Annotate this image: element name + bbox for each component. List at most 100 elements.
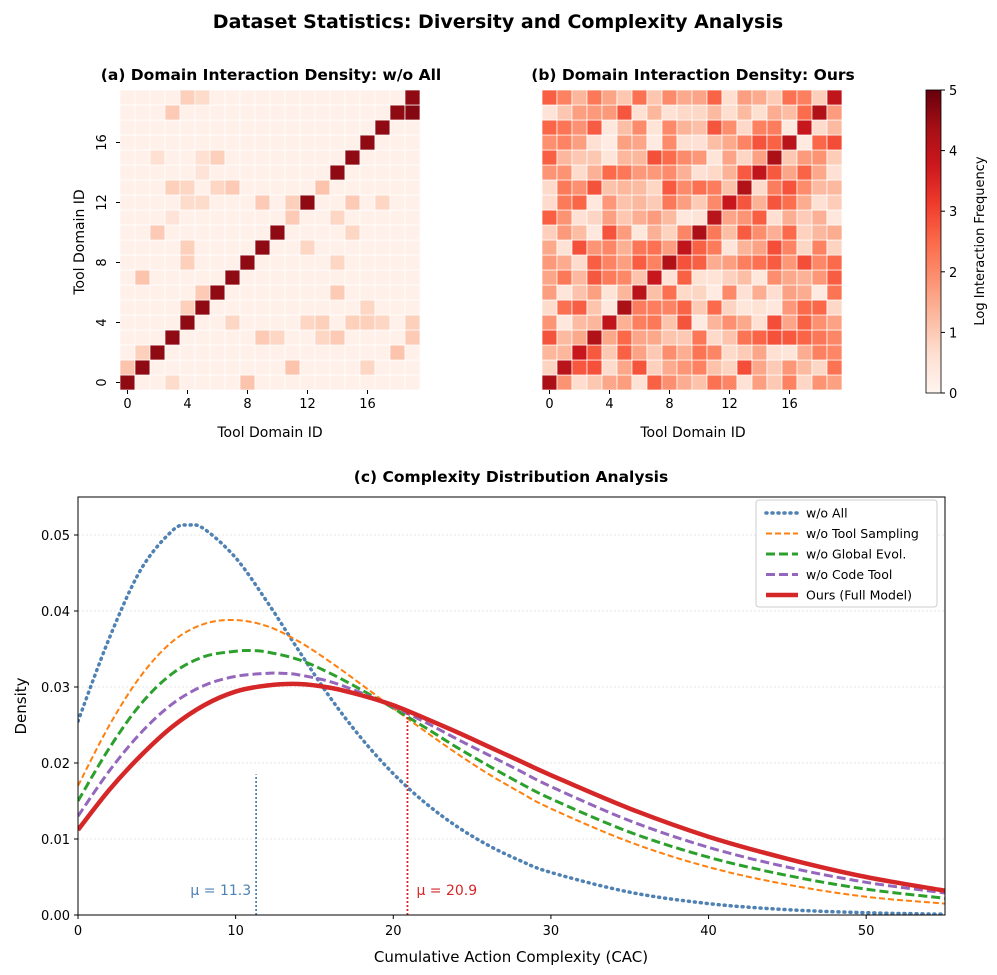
heatmap-a-cell [134,329,151,346]
heatmap-b-cell [826,149,843,166]
heatmap-a-cell [374,104,391,121]
heatmap-a-cell [119,329,136,346]
heatmap-b-cell [736,314,753,331]
heatmap-a-cell [164,254,181,271]
heatmap-b-cell [541,299,558,316]
heatmap-a-cell [254,149,271,166]
heatmap-b-cell [601,119,618,136]
heatmap-b-cell [646,374,663,391]
heatmap-a-cell [344,269,361,286]
heatmap-a-cell [389,224,406,241]
heatmap-b-cell [556,164,573,181]
heatmap-a-cell [164,104,181,121]
heatmap-b-cell [646,254,663,271]
heatmap-a-cell [119,89,136,106]
heatmap-a-cell [179,119,196,136]
heatmap-a-cell [299,329,316,346]
heatmap-a-cell [359,134,376,151]
heatmap-b-axes: 0 4 8 12 16 [545,390,798,412]
heatmap-a-cell [239,119,256,136]
heatmap-b-cell [541,284,558,301]
heatmap-a-cell [389,179,406,196]
heatmap-b-cell [586,194,603,211]
heatmap-b-cell [781,89,798,106]
heatmap-a-cell [359,344,376,361]
heatmap-a-cell [359,254,376,271]
heatmap-b-cell [661,299,678,316]
heatmap-b-cell [571,224,588,241]
heatmap-a-xtick-label: 8 [243,397,251,412]
heatmap-a-cell [374,179,391,196]
heatmap-a-cell [224,149,241,166]
heatmap-b-cell [586,329,603,346]
heatmap-b-cell [601,329,618,346]
heatmap-b-cell [736,269,753,286]
heatmap-a-cell [314,314,331,331]
heatmap-b-cell [631,134,648,151]
colorbar: 0 1 2 3 4 5 Log Interaction Frequency [925,84,988,402]
heatmap-a-cell [119,194,136,211]
heatmap-b-cell [631,284,648,301]
heatmap-a-cell [134,104,151,121]
heatmap-b-cell [676,104,693,121]
heatmap-b-cell [616,284,633,301]
heatmap-a-cell [299,314,316,331]
heatmap-a-cell [224,164,241,181]
heatmap-b-cell [541,104,558,121]
heatmap-b-cell [541,179,558,196]
heatmap-b-cell [706,254,723,271]
heatmap-b-cell [766,299,783,316]
heatmap-b-cell [706,119,723,136]
heatmap-a-cell [134,149,151,166]
heatmap-b-cell [646,224,663,241]
heatmap-a-cell [269,209,286,226]
heatmap-a-cell [404,104,421,121]
heatmap-b-cell [811,134,828,151]
heatmap-b-cell [826,119,843,136]
heatmap-a-cell [164,164,181,181]
heatmap-a-cell [284,104,301,121]
heatmap-a-xtick-label: 0 [123,397,131,412]
heatmap-a-cell [344,239,361,256]
heatmap-a-cell [404,164,421,181]
heatmap-a-cell [314,179,331,196]
heatmap-b-cell [811,149,828,166]
heatmap-a-cell [134,194,151,211]
heatmap-a-cell [269,164,286,181]
heatmap-b-cell [826,299,843,316]
heatmap-a-cell [209,104,226,121]
heatmap-a-cell [374,194,391,211]
heatmap-b-cell [586,224,603,241]
heatmap-a-cell [389,194,406,211]
heatmap-a-cell [239,134,256,151]
heatmap-a-cell [284,164,301,181]
heatmap-b-cell [826,224,843,241]
heatmap-a-cell [194,224,211,241]
heatmap-b-cell [721,119,738,136]
heatmap-a-cell [179,254,196,271]
heatmap-b-cell [541,89,558,106]
density-xtick-label: 0 [74,924,82,939]
heatmap-b-cell [736,359,753,376]
heatmap-a-cell [374,359,391,376]
heatmap-b-cell [781,329,798,346]
heatmap-a-cell [374,329,391,346]
heatmap-a-cell [164,149,181,166]
heatmap-a-cell [389,164,406,181]
heatmap-b-cell [766,344,783,361]
heatmap-b-cell [721,89,738,106]
heatmap-a-cell [269,179,286,196]
heatmap-b-cell [646,269,663,286]
heatmap-b-cell [766,374,783,391]
heatmap-b-cell [586,374,603,391]
heatmap-a-cell [254,164,271,181]
heatmap-a-cell [284,359,301,376]
heatmap-a-cell [314,224,331,241]
heatmap-b-cell [781,359,798,376]
heatmap-b-cell [661,104,678,121]
heatmap-b-cell [811,179,828,196]
heatmap-a-cell [149,119,166,136]
heatmap-b-cell [601,179,618,196]
heatmap-a-cell [194,164,211,181]
